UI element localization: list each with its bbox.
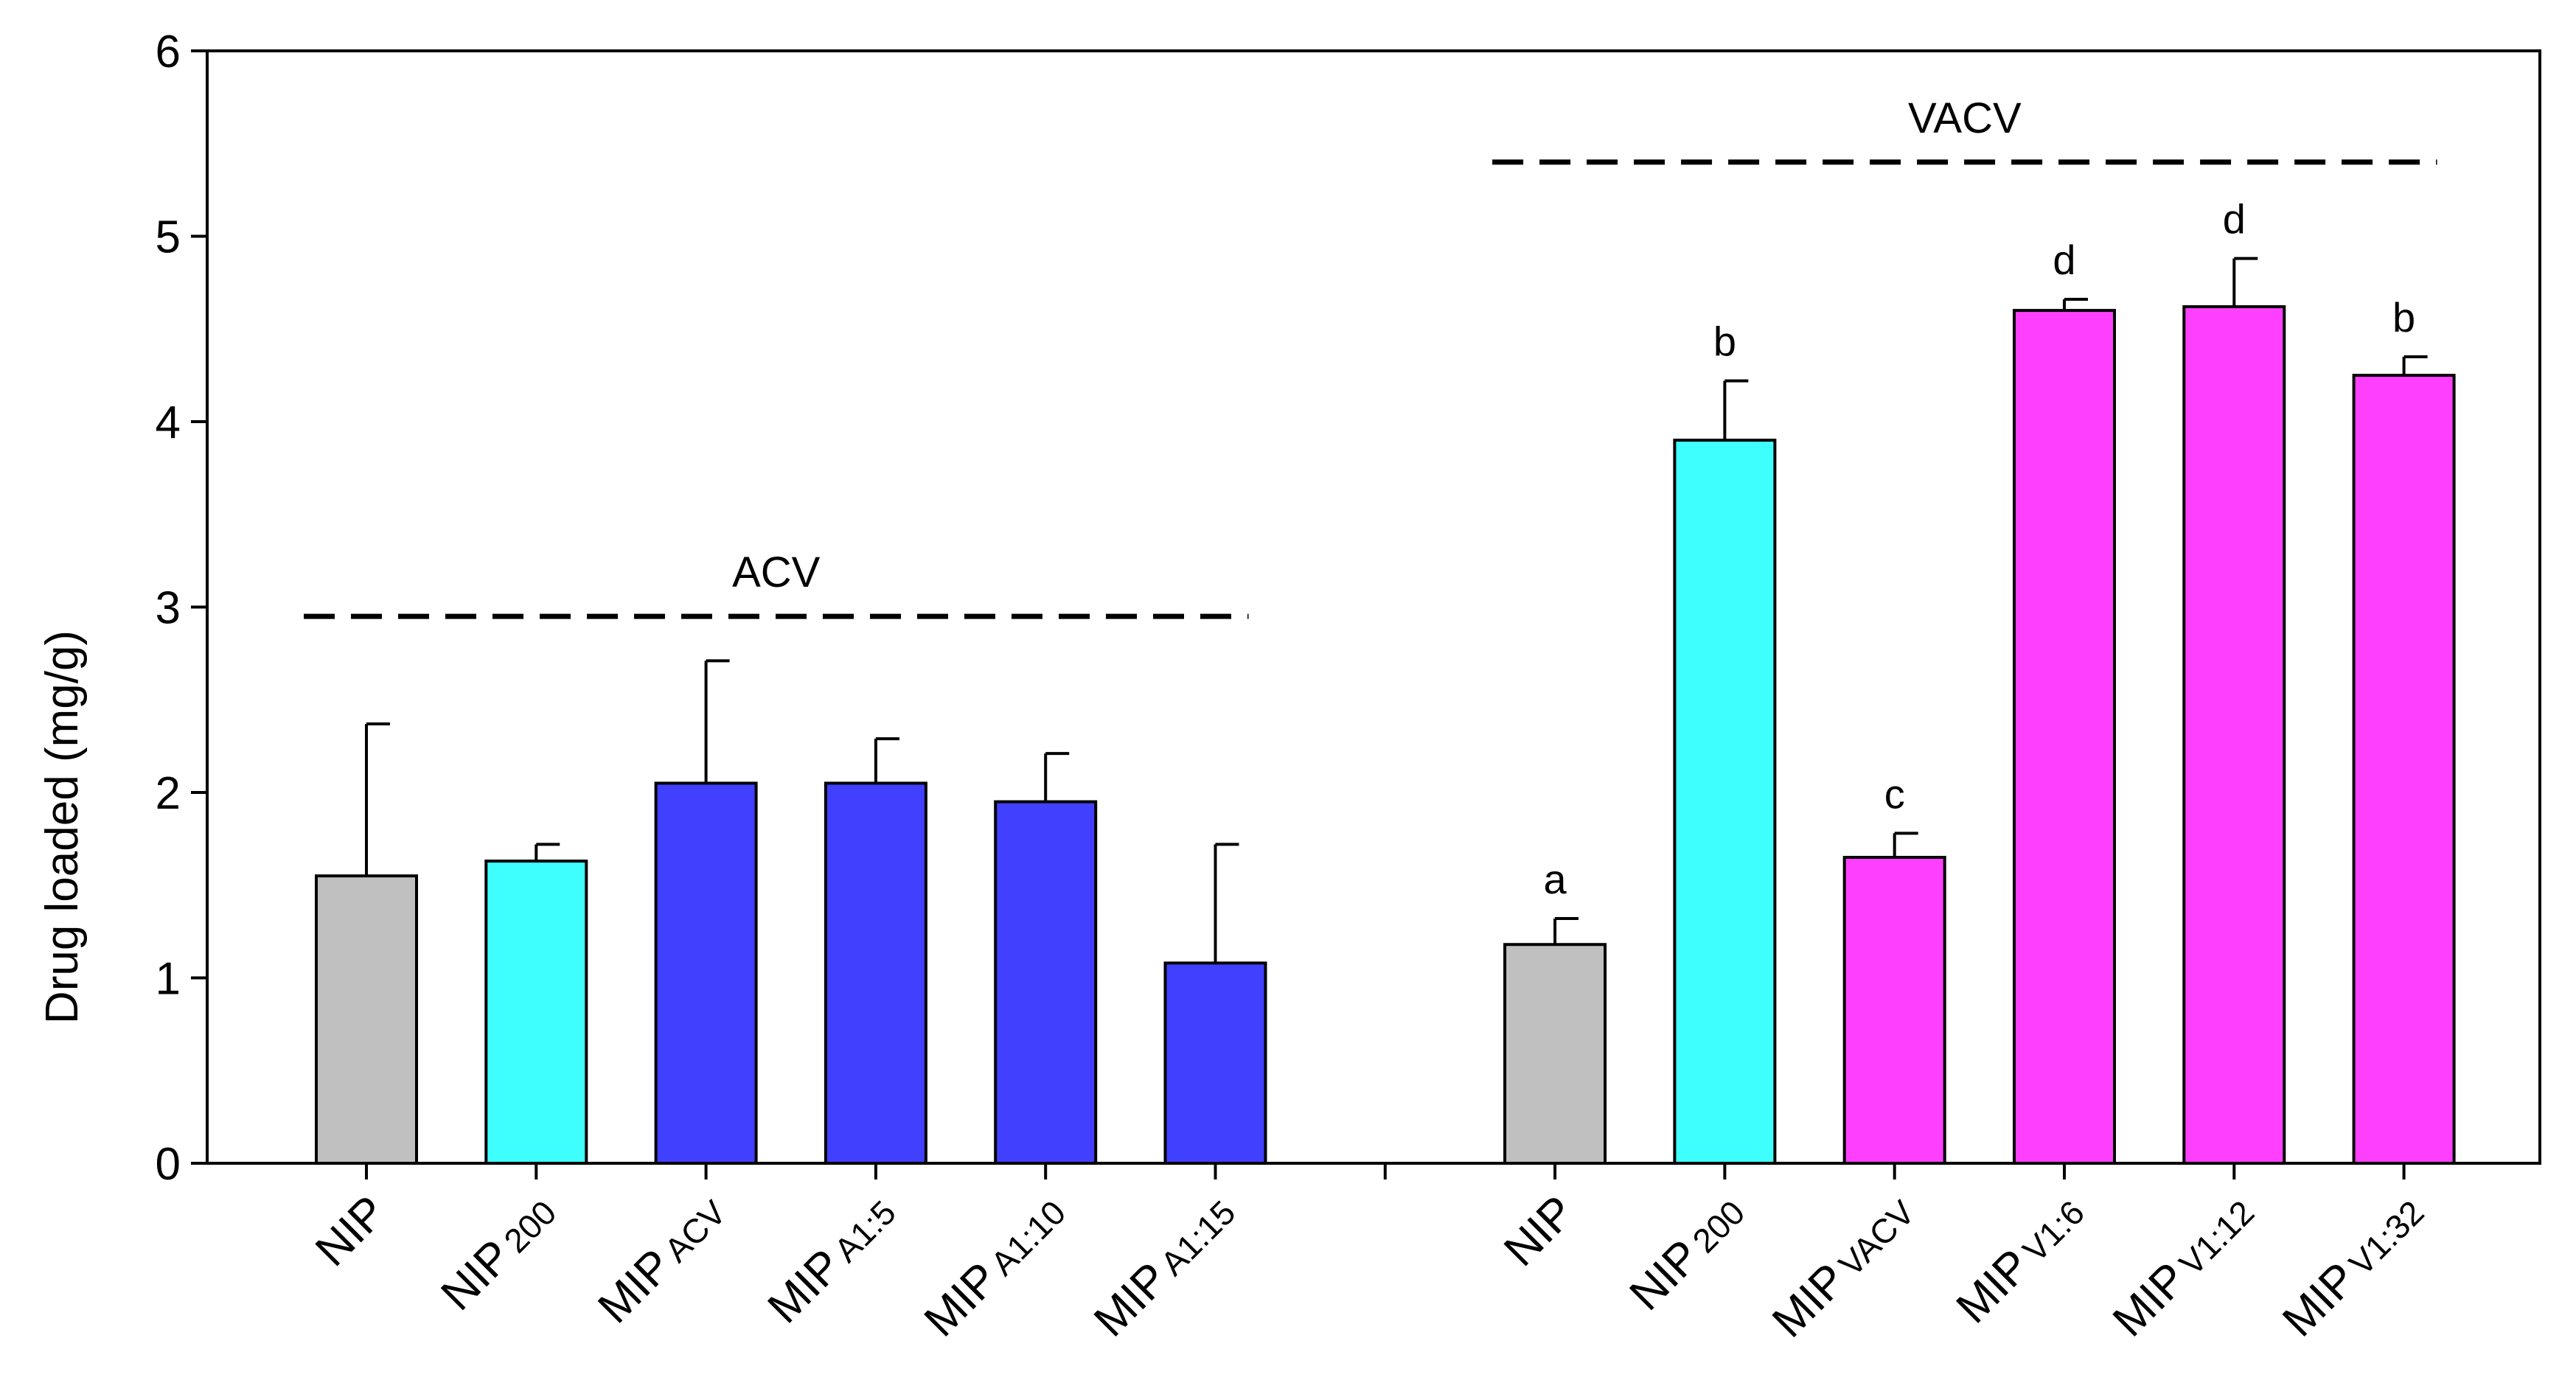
category-label: NIP200: [1620, 1186, 1754, 1320]
category-label-sub: A1:15: [1153, 1193, 1243, 1283]
bar-vacv-2: [1842, 856, 1946, 1165]
y-axis-title: Drug loaded (mg/g): [37, 630, 88, 1024]
significance-label: b: [2392, 294, 2415, 341]
error-bars: [365, 257, 2428, 963]
category-label-main: NIP: [306, 1186, 396, 1276]
y-tick-label: 0: [156, 1139, 181, 1190]
category-label-sub: 200: [1685, 1193, 1752, 1260]
bar-acv-1: [484, 860, 588, 1165]
bar-vacv-3: [2013, 309, 2116, 1165]
category-label-sub: VACV: [1831, 1193, 1922, 1283]
category-label: MIPACV: [588, 1186, 736, 1334]
bar-acv-3: [824, 781, 927, 1165]
category-label-main: NIP: [1494, 1186, 1584, 1276]
significance-label: c: [1884, 770, 1905, 817]
category-label-sub: V1:12: [2172, 1193, 2262, 1283]
category-label: MIPA1:5: [758, 1186, 905, 1333]
category-label-sub: V1:32: [2342, 1193, 2431, 1283]
significance-label: d: [2223, 196, 2246, 243]
bar-vacv-1: [1673, 439, 1777, 1165]
category-label-sub: 200: [496, 1193, 563, 1260]
category-label: NIP: [1494, 1186, 1584, 1276]
category-label: MIPV1:32: [2273, 1186, 2433, 1346]
category-label: MIPV1:12: [2103, 1186, 2263, 1346]
bar-acv-2: [654, 781, 758, 1165]
category-label-sub: A1:5: [826, 1193, 903, 1269]
group-label-acv: ACV: [732, 548, 821, 596]
bar-acv-4: [994, 800, 1098, 1165]
group-label-vacv: VACV: [1908, 94, 2022, 142]
y-axis: 0 1 2 3 4 5 6: [156, 27, 207, 1190]
group-lines: ACV VACV: [304, 94, 2437, 619]
bars: [315, 305, 2456, 1165]
category-label-sub: ACV: [657, 1193, 734, 1269]
bar-acv-0: [315, 874, 418, 1165]
category-label: NIP: [306, 1186, 396, 1276]
significance-labels: a b c d d b: [1544, 196, 2416, 902]
category-label: MIPA1:10: [915, 1186, 1075, 1346]
y-tick-label: 5: [156, 212, 181, 263]
x-axis: [365, 1163, 2406, 1179]
y-tick-label: 1: [156, 954, 181, 1005]
bar-acv-5: [1163, 961, 1267, 1165]
category-label: MIPVACV: [1763, 1186, 1924, 1348]
y-tick-label: 6: [156, 27, 181, 77]
significance-label: d: [2053, 237, 2075, 283]
y-tick-label: 3: [156, 583, 181, 634]
category-label-sub: A1:10: [983, 1193, 1073, 1283]
significance-label: a: [1544, 856, 1567, 902]
y-tick-label: 4: [156, 397, 181, 448]
significance-label: b: [1713, 318, 1736, 365]
y-tick-label: 2: [156, 768, 181, 819]
category-label-sub: V1:6: [2015, 1193, 2092, 1269]
category-label: NIP200: [431, 1186, 565, 1320]
bar-vacv-5: [2352, 374, 2456, 1165]
bar-vacv-4: [2182, 305, 2286, 1165]
category-label: MIPA1:15: [1085, 1186, 1245, 1346]
category-label: MIPV1:6: [1947, 1186, 2094, 1333]
bar-vacv-0: [1503, 943, 1607, 1165]
